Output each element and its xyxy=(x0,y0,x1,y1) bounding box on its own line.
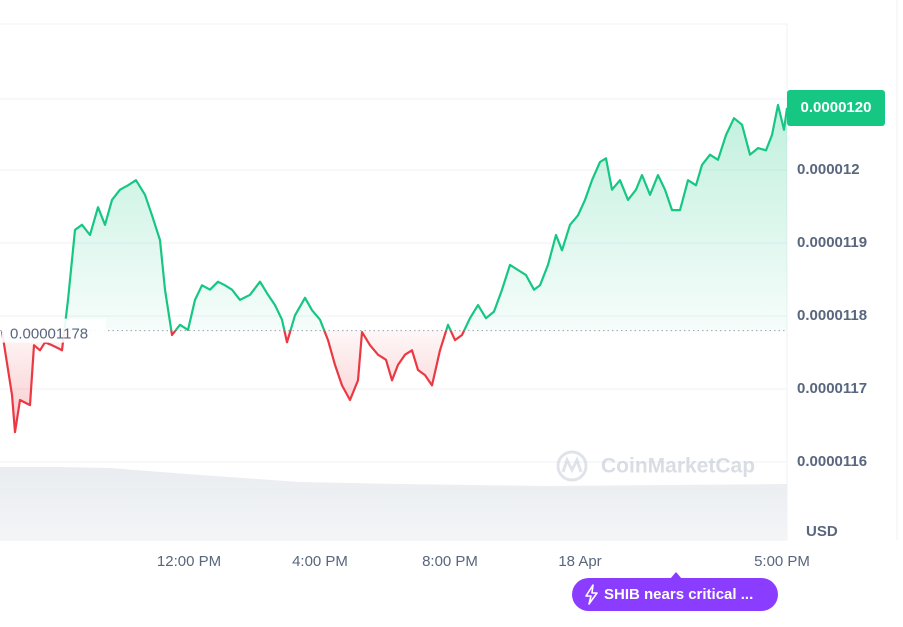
x-tick-label: 4:00 PM xyxy=(292,553,348,570)
y-unit: USD xyxy=(806,523,838,540)
news-bg xyxy=(572,578,778,611)
y-tick-label: 0.0000117 xyxy=(797,380,867,397)
volume xyxy=(0,467,787,540)
baseline-label: 0.00001178 xyxy=(10,326,88,343)
y-tick-label: 0.0000118 xyxy=(797,307,867,324)
x-tick-label: 5:00 PM xyxy=(754,553,810,570)
y-tick-label: 0.0000119 xyxy=(797,234,867,251)
watermark-logo xyxy=(556,450,588,482)
price-badge xyxy=(787,90,885,126)
news-pointer xyxy=(670,572,682,579)
x-tick-label: 12:00 PM xyxy=(157,553,221,570)
baseline-label-bg xyxy=(2,318,106,343)
price-line xyxy=(0,103,789,434)
news-text[interactable]: SHIB nears critical ... xyxy=(604,586,753,603)
x-tick-label: 8:00 PM xyxy=(422,553,478,570)
y-tick-label: 0.000012 xyxy=(797,161,860,178)
watermark-logo-mark xyxy=(561,456,583,474)
news-pill[interactable]: SHIB nears critical ... xyxy=(572,572,778,611)
watermark: CoinMarketCap xyxy=(601,455,755,478)
watermark-group: CoinMarketCap xyxy=(556,450,755,482)
plot: 0.00001178 xyxy=(0,103,789,434)
area xyxy=(2,105,787,433)
x-tick-label: 18 Apr xyxy=(558,553,601,570)
news-icon xyxy=(585,584,598,605)
price-badge-label: 0.0000120 xyxy=(801,99,872,116)
y-tick-label: 0.0000116 xyxy=(797,453,867,470)
